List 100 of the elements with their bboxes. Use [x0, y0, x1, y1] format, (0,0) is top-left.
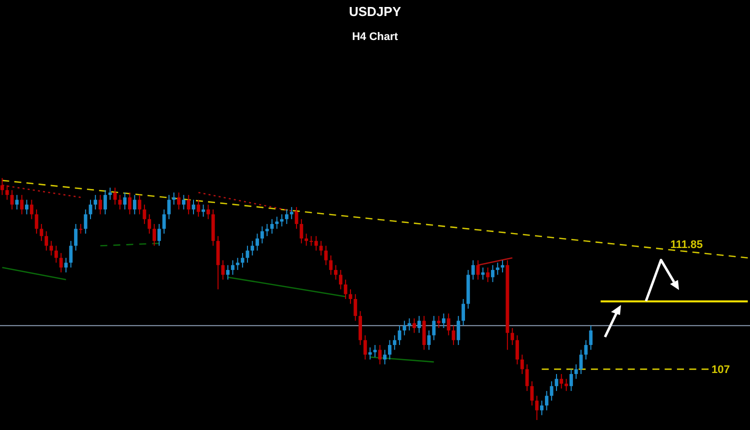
candlestick: [177, 192, 181, 210]
candlestick: [236, 257, 240, 270]
candlestick: [456, 315, 460, 346]
candlestick: [402, 320, 406, 336]
candlestick: [334, 264, 338, 280]
candlestick: [132, 194, 136, 215]
candlestick: [256, 233, 259, 252]
candlestick: [94, 194, 98, 210]
candlestick: [280, 214, 284, 227]
series-label: 111.85: [670, 238, 703, 251]
candlestick: [589, 325, 593, 350]
candlestick: [84, 208, 88, 234]
candlestick: [172, 192, 176, 206]
candlestick: [550, 380, 554, 402]
candlestick: [540, 400, 544, 416]
candlestick: [152, 223, 156, 246]
candlestick: [20, 194, 24, 215]
candlestick: [40, 223, 44, 242]
candlestick: [319, 240, 323, 256]
candlestick: [408, 318, 412, 331]
candlestick: [388, 340, 392, 360]
candlestick: [5, 184, 9, 200]
candlestick: [560, 374, 564, 390]
candlestick: [202, 204, 206, 218]
candlestick: [240, 252, 244, 268]
candlestick: [78, 223, 82, 234]
candlestick: [500, 260, 504, 273]
candlestick: [34, 208, 38, 234]
candlestick: [574, 364, 578, 380]
candlestick: [368, 346, 372, 360]
candlestick: [378, 344, 382, 365]
candlestick: [417, 315, 421, 334]
candlestick: [338, 269, 342, 290]
candlestick: [324, 245, 328, 266]
candlestick: [128, 192, 132, 215]
candlestick: [516, 334, 519, 365]
candlestick: [246, 245, 250, 264]
candlestick: [544, 390, 548, 411]
candlestick: [564, 378, 568, 392]
candlestick: [535, 395, 539, 420]
candlestick: [348, 288, 352, 304]
candlestick: [250, 240, 254, 256]
candlestick: [0, 178, 4, 196]
candlestick: [432, 315, 436, 341]
candlestick: [329, 254, 333, 276]
candlestick: [471, 260, 475, 280]
candlestick: [354, 294, 358, 322]
candlestick: [383, 349, 387, 365]
candlestick: [15, 194, 19, 210]
candlestick: [530, 380, 534, 406]
candlestick: [363, 334, 367, 360]
candlestick: [260, 226, 264, 244]
candlestick: [446, 313, 450, 336]
chart-title: USDJPY: [348, 4, 402, 19]
series-label: 107: [712, 364, 730, 376]
candlestick: [44, 230, 48, 252]
candlestick: [496, 262, 500, 276]
candlestick: [123, 192, 127, 210]
candlestick: [192, 199, 196, 215]
candlestick: [138, 194, 142, 215]
candlestick: [88, 199, 92, 220]
candlestick: [275, 216, 279, 230]
candlestick: [157, 223, 161, 246]
candlestick: [284, 208, 288, 224]
candlestick: [290, 206, 294, 220]
candlestick: [226, 264, 230, 280]
candlestick: [584, 340, 588, 360]
candlestick: [113, 187, 117, 206]
candlestick: [54, 245, 58, 264]
candlestick: [162, 208, 166, 234]
candlestick: [344, 279, 348, 300]
candlestick: [304, 233, 308, 246]
candlestick: [462, 298, 466, 326]
candlestick: [412, 318, 416, 334]
candlestick: [59, 252, 63, 273]
candlestick: [427, 330, 431, 350]
candlestick: [108, 187, 112, 200]
candlestick: [392, 334, 396, 350]
candlestick: [69, 240, 73, 268]
candlestick: [206, 204, 210, 220]
candlestick: [520, 354, 524, 375]
candlestick: [182, 194, 186, 210]
candlestick: [186, 194, 190, 215]
candlestick: [525, 364, 529, 392]
candlestick: [300, 218, 304, 244]
candlestick: [510, 328, 514, 346]
candlestick: [231, 260, 234, 276]
candlestick: [142, 204, 146, 224]
candlestick: [148, 214, 152, 234]
candlestick: [98, 194, 102, 215]
candlestick: [491, 264, 494, 283]
candlestick: [221, 260, 225, 280]
candlestick: [481, 267, 485, 280]
candlestick: [486, 267, 490, 283]
chart-subtitle: H4 Chart: [352, 31, 398, 43]
candlestick: [118, 194, 122, 210]
candlestick: [74, 223, 78, 252]
candlestick: [270, 218, 274, 234]
candlestick: [476, 260, 480, 280]
candlestick: [442, 313, 446, 329]
